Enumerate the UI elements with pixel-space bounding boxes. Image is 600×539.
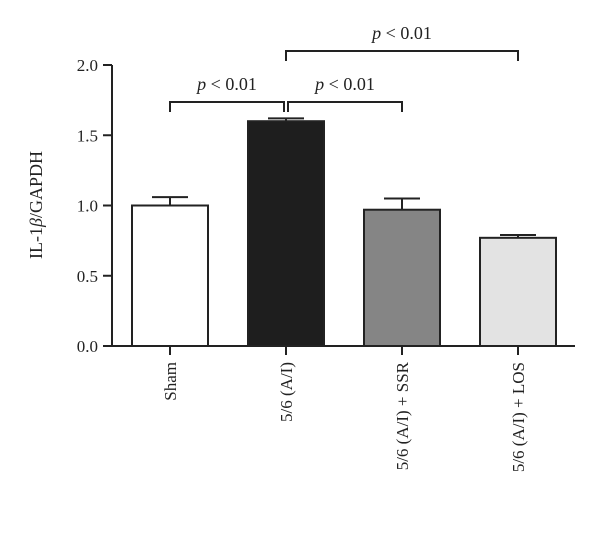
axes: 0.0 0.5 1.0 1.5 2.0 Sham 5/6 (A/I) 5/6 (A/I) + … — [77, 56, 575, 472]
y-tick-label: 0.5 — [77, 267, 98, 286]
significance-label: p < 0.01 — [313, 74, 375, 94]
y-axis-label: IL-1β/GAPDH — [26, 151, 46, 259]
significance-brackets: p < 0.01 p < 0.01 p < 0.01 — [169, 23, 519, 112]
y-tick-label: 2.0 — [77, 56, 98, 75]
bar — [363, 208, 441, 347]
bars — [131, 117, 557, 347]
x-tick-label: 5/6 (A/I) + LOS — [509, 362, 528, 472]
x-tick-label: Sham — [161, 362, 180, 401]
significance-label: p < 0.01 — [195, 74, 257, 94]
significance-bracket — [285, 50, 519, 61]
bar — [479, 236, 557, 347]
y-tick-label: 1.5 — [77, 126, 98, 145]
y-tick-label: 1.0 — [77, 197, 98, 216]
x-tick-label: 5/6 (A/I) + SSR — [393, 361, 412, 470]
bar — [247, 120, 325, 347]
y-tick-label: 0.0 — [77, 337, 98, 356]
significance-bracket — [169, 101, 285, 112]
significance-label: p < 0.01 — [370, 23, 432, 43]
significance-bracket — [287, 101, 403, 112]
x-tick-label: 5/6 (A/I) — [277, 362, 296, 422]
bar — [131, 204, 209, 347]
svg-text:IL-1β/GAPDH: IL-1β/GAPDH — [26, 151, 46, 259]
